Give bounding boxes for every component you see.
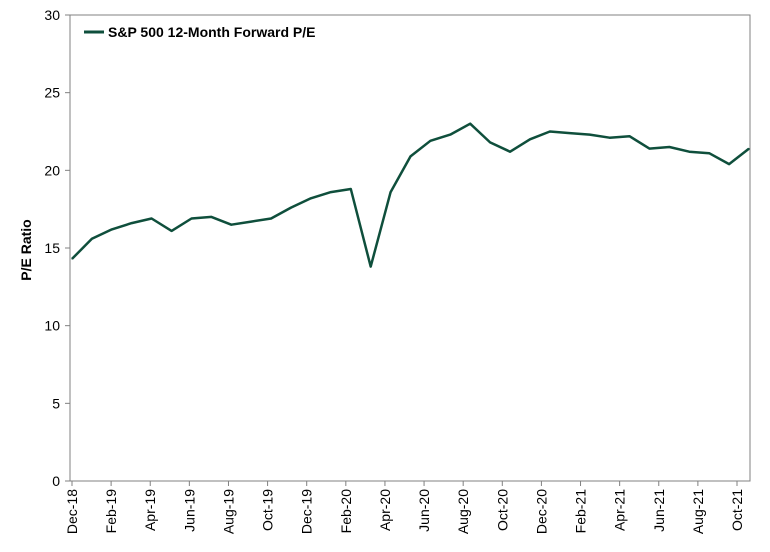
data-point	[91, 238, 93, 240]
x-tick-label: Aug-20	[455, 489, 471, 534]
data-point	[330, 191, 332, 193]
x-tick-label: Dec-18	[64, 489, 80, 534]
y-tick-label: 0	[52, 473, 60, 489]
x-tick-label: Dec-19	[299, 489, 315, 534]
legend-label: S&P 500 12-Month Forward P/E	[108, 24, 315, 40]
y-tick-label: 15	[44, 240, 60, 256]
x-tick-label: Jun-19	[181, 489, 197, 532]
x-tick-label: Aug-19	[220, 489, 236, 534]
y-tick-label: 5	[52, 395, 60, 411]
data-point	[748, 147, 750, 150]
data-point	[668, 146, 670, 148]
data-point	[250, 220, 252, 223]
plot-border	[69, 14, 751, 482]
data-point	[409, 155, 412, 157]
data-point	[270, 217, 272, 220]
x-tick-label: Feb-21	[573, 489, 589, 534]
data-point	[190, 217, 193, 220]
data-point	[131, 222, 133, 224]
x-tick-label: Aug-21	[690, 489, 706, 534]
data-point	[389, 191, 392, 193]
data-point	[370, 266, 372, 268]
y-axis-title: P/E Ratio	[18, 219, 34, 280]
data-point	[688, 151, 690, 153]
data-point	[111, 228, 113, 230]
data-point	[469, 123, 471, 125]
y-tick-label: 20	[44, 162, 60, 178]
data-point	[290, 207, 292, 209]
data-point	[589, 134, 591, 136]
data-point	[609, 137, 611, 139]
x-tick-label: Jun-20	[416, 489, 432, 532]
series-line-sp500-forward-pe	[71, 122, 750, 268]
data-point	[210, 216, 212, 218]
data-point	[708, 152, 710, 154]
data-point	[170, 230, 173, 232]
x-tick-label: Jun-21	[651, 489, 667, 532]
x-tick-label: Apr-19	[142, 489, 158, 531]
plot-area	[69, 14, 751, 482]
y-tick-label: 25	[44, 85, 60, 101]
data-point	[569, 132, 571, 134]
x-tick-label: Oct-20	[494, 489, 510, 531]
x-tick-label: Apr-21	[612, 489, 628, 531]
x-tick-label: Feb-20	[338, 489, 354, 534]
y-tick-label: 30	[44, 7, 60, 23]
y-tick-label: 10	[44, 318, 60, 334]
x-tick-label: Oct-19	[260, 489, 276, 531]
data-point	[71, 258, 73, 260]
data-point	[151, 217, 153, 220]
legend: S&P 500 12-Month Forward P/E	[84, 24, 315, 40]
data-point	[509, 151, 511, 153]
data-point	[449, 134, 451, 136]
data-point	[529, 138, 531, 140]
x-tick-label: Feb-19	[103, 489, 119, 534]
data-point	[489, 141, 491, 143]
data-point	[230, 224, 232, 226]
x-tick-label: Dec-20	[533, 489, 549, 534]
data-point	[310, 197, 312, 199]
data-point	[429, 140, 432, 142]
x-tick-label: Oct-21	[729, 489, 745, 531]
y-axis: 0 5 10 15 20 25 30	[44, 7, 70, 489]
data-point	[728, 163, 730, 165]
x-tick-label: Apr-20	[377, 489, 393, 531]
data-point	[350, 188, 352, 190]
series-layer	[71, 122, 750, 268]
data-point	[628, 135, 631, 137]
data-point	[648, 147, 651, 150]
data-point	[549, 130, 551, 133]
x-axis: Dec-18 Feb-19 Apr-19 Jun-19 Aug-19 Oct-19 Dec-…	[64, 481, 745, 534]
